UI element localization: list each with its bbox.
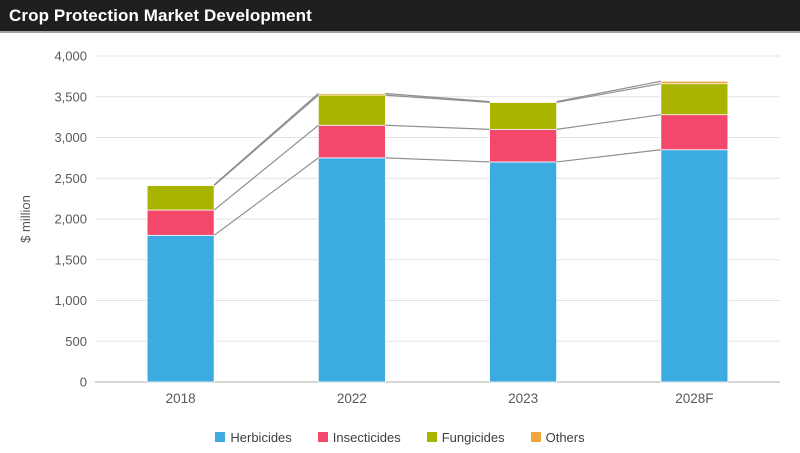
bar-segment-2023-others	[489, 101, 557, 103]
bar-segment-2023-herbicides	[489, 161, 557, 383]
y-tick-label: 500	[65, 334, 87, 349]
bar-segment-2018-insecticides	[146, 209, 215, 236]
legend-item-others: Others	[530, 429, 585, 445]
series-line-fungicides	[556, 83, 661, 104]
legend-label: Others	[545, 429, 585, 445]
y-tick-label: 0	[80, 375, 87, 390]
series-line-fungicides	[213, 94, 319, 187]
bar-segment-2023-insecticides	[489, 128, 557, 163]
series-line-herbicides	[385, 157, 490, 163]
legend-label: Herbicides	[230, 429, 292, 445]
y-axis-title: $ million	[18, 195, 33, 243]
legend-item-fungicides: Fungicides	[426, 429, 505, 445]
x-tick-label: 2023	[508, 391, 538, 406]
bar-segment-2022-insecticides	[318, 124, 386, 159]
fungicides-swatch-icon	[426, 432, 437, 442]
stacked-bar-chart: 0 500 1,000 1,500 2,000 2,500 3,000 3,500 4,000 $…	[18, 49, 780, 406]
chart-legend: Herbicides Insecticides Fungicides Other…	[0, 427, 800, 447]
y-tick-label: 4,000	[54, 49, 87, 64]
bar-segment-2028F-fungicides	[660, 83, 729, 116]
bar-segment-2022-herbicides	[318, 157, 386, 383]
series-line-insecticides	[213, 124, 319, 211]
legend-item-herbicides: Herbicides	[215, 429, 292, 445]
y-tick-label: 1,000	[54, 293, 87, 308]
legend-label: Fungicides	[441, 429, 505, 445]
y-tick-label: 3,000	[54, 130, 87, 145]
legend-label: Insecticides	[332, 429, 401, 445]
bar-segment-2018-others	[146, 184, 215, 186]
series-line-others	[213, 93, 319, 186]
insecticides-swatch-icon	[317, 432, 328, 442]
series-line-herbicides	[556, 149, 661, 163]
legend-item-insecticides: Insecticides	[317, 429, 401, 445]
series-line-others	[556, 80, 661, 103]
title-bar: Crop Protection Market Development	[0, 0, 800, 33]
bar-segment-2028F-insecticides	[660, 114, 729, 151]
y-tick-label: 2,500	[54, 171, 87, 186]
page-title: Crop Protection Market Development	[9, 5, 312, 25]
bar-segment-2023-fungicides	[489, 102, 557, 130]
x-tick-label: 2022	[337, 391, 367, 406]
series-line-others	[385, 92, 490, 103]
x-tick-label: 2018	[166, 391, 196, 406]
y-tick-label: 3,500	[54, 89, 87, 104]
y-tick-label: 1,500	[54, 252, 87, 267]
bar-segment-2028F-herbicides	[660, 149, 729, 383]
bar-segment-2018-fungicides	[146, 185, 215, 211]
bar-segment-2022-others	[318, 93, 386, 96]
bar-segment-2028F-others	[660, 80, 729, 85]
series-line-fungicides	[385, 94, 490, 104]
herbicides-swatch-icon	[215, 432, 226, 442]
series-line-insecticides	[385, 124, 490, 130]
series-line-herbicides	[213, 157, 319, 236]
series-line-insecticides	[556, 114, 661, 130]
bar-segment-2018-herbicides	[146, 234, 215, 383]
others-swatch-icon	[530, 432, 541, 442]
y-tick-label: 2,000	[54, 212, 87, 227]
bar-segment-2022-fungicides	[318, 94, 386, 126]
x-tick-label: 2028F	[675, 391, 713, 406]
